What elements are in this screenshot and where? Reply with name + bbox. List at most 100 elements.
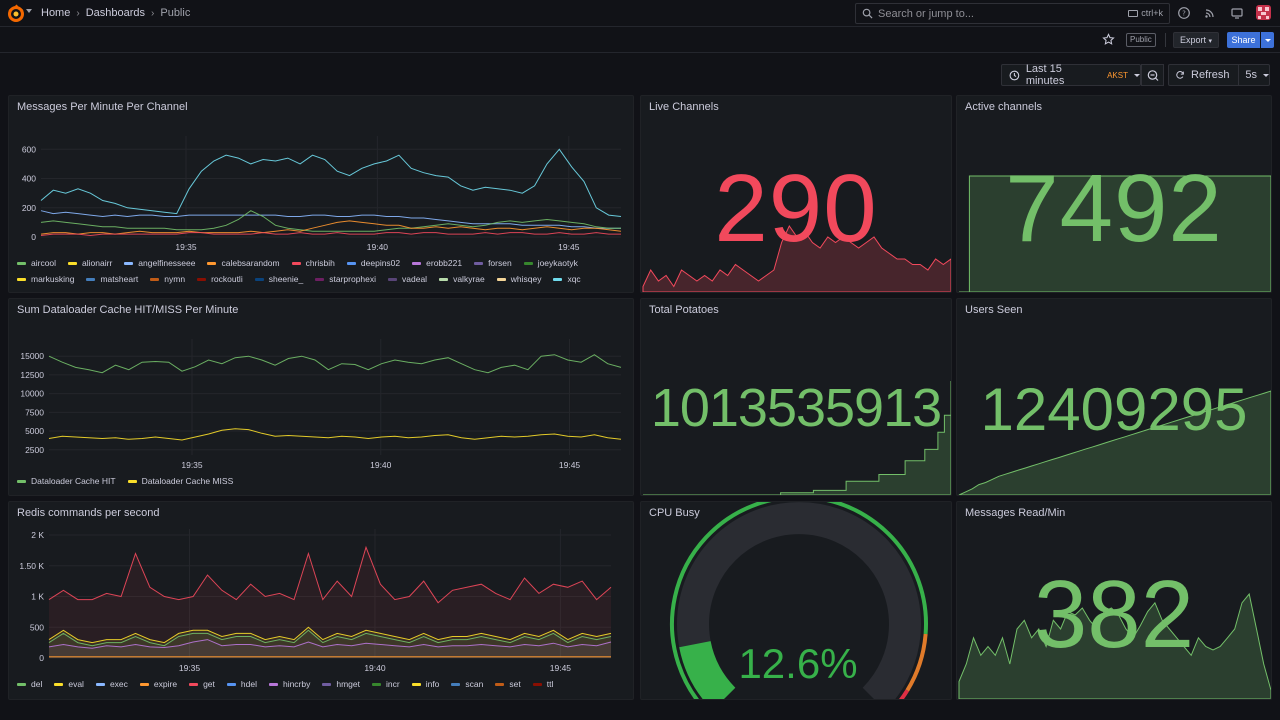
legend-label: del	[31, 679, 43, 689]
legend-item[interactable]: scan	[451, 679, 483, 689]
search-input[interactable]: Search or jump to... ctrl+k	[855, 3, 1170, 24]
refresh-interval[interactable]: 5s	[1245, 69, 1257, 81]
live-channels-sparkline	[642, 225, 951, 292]
legend-swatch	[86, 277, 96, 281]
legend-item[interactable]: starprophexi	[315, 274, 376, 284]
stat-value: 1013535913	[650, 378, 942, 438]
legend-item[interactable]: nymn	[150, 274, 185, 284]
panel-active-channels[interactable]: Active channels 7492	[956, 95, 1272, 293]
legend-item[interactable]: alionairr	[68, 258, 112, 268]
breadcrumb-dashboards[interactable]: Dashboards	[85, 7, 146, 19]
legend-item[interactable]: Dataloader Cache MISS	[127, 476, 233, 486]
time-range-picker[interactable]: Last 15 minutes AKST	[1001, 63, 1141, 87]
legend-label: deepins02	[360, 258, 401, 268]
legend-item[interactable]: angelfinesseee	[124, 258, 195, 268]
panel-messages-per-minute[interactable]: Messages Per Minute Per Channel 0 200 400 6…	[8, 95, 634, 293]
panel-messages-read[interactable]: Messages Read/Min 382	[956, 501, 1272, 700]
panel-cpu-busy[interactable]: CPU Busy 12.6%	[640, 501, 952, 700]
legend-item[interactable]: rockoutli	[197, 274, 243, 284]
grafana-logo-icon[interactable]	[6, 4, 26, 24]
legend-item[interactable]: aircool	[17, 258, 56, 268]
legend-swatch	[496, 277, 506, 281]
legend-swatch	[226, 682, 236, 686]
star-icon[interactable]	[1102, 33, 1115, 46]
y-tick-label: 0	[31, 232, 36, 242]
panel-title: Users Seen	[965, 304, 1023, 316]
legend-swatch	[17, 682, 26, 686]
series-area	[49, 639, 611, 658]
y-tick-label: 200	[22, 203, 36, 213]
help-icon[interactable]: ?	[1177, 6, 1191, 20]
legend-item[interactable]: erobb221	[412, 258, 462, 268]
legend-item[interactable]: calebsarandom	[207, 258, 280, 268]
legend-label: alionairr	[82, 258, 113, 268]
legend-item[interactable]: hmget	[322, 679, 360, 689]
refresh-button[interactable]: Refresh 5s	[1168, 64, 1270, 86]
legend-swatch	[315, 277, 325, 281]
legend-item[interactable]: matsheart	[86, 274, 138, 284]
legend-item[interactable]: chrisbih	[291, 258, 335, 268]
tv-mode-icon[interactable]	[1230, 6, 1244, 20]
user-avatar[interactable]	[1256, 5, 1271, 20]
panel-dataloader-cache[interactable]: Sum Dataloader Cache HIT/MISS Per Minute…	[8, 298, 634, 496]
y-tick-label: 2500	[25, 445, 44, 455]
legend-item[interactable]: sheenie_	[254, 274, 303, 284]
legend-item[interactable]: deepins02	[346, 258, 401, 268]
legend-label: expire	[153, 679, 178, 689]
legend-item[interactable]: joeykaotyk	[523, 258, 578, 268]
legend-label: get	[203, 679, 215, 689]
share-button[interactable]: Share	[1227, 32, 1260, 48]
legend-label: hincrby	[282, 679, 311, 689]
zoom-out-button[interactable]	[1141, 64, 1164, 86]
dataloader-chart[interactable]: 2500 5000 7500 10000 12500 15000 19:35 19:40 19:…	[9, 299, 634, 496]
legend-item[interactable]: exec	[95, 679, 128, 689]
sparkline-area	[959, 175, 1271, 292]
breadcrumb-current: Public	[160, 7, 191, 19]
legend-label: forsen	[488, 258, 512, 268]
legend-label: whisqey	[510, 274, 542, 284]
legend-item[interactable]: valkyrae	[439, 274, 485, 284]
legend-item[interactable]: info	[411, 679, 439, 689]
legend-item[interactable]: markusking	[17, 274, 74, 284]
export-button[interactable]: Export ▾	[1173, 32, 1220, 48]
shortcut-text: ctrl+k	[1141, 8, 1163, 18]
series-line	[48, 428, 622, 441]
messages-per-minute-chart[interactable]: 0 200 400 600 19:35 19:40 19:45	[9, 96, 634, 293]
share-dropdown-button[interactable]	[1261, 32, 1274, 48]
y-tick-label: 15000	[20, 351, 44, 361]
x-tick-label: 19:40	[367, 242, 389, 252]
legend-item[interactable]: hincrby	[268, 679, 311, 689]
legend-item[interactable]: xqc	[553, 274, 581, 284]
legend-item[interactable]: hdel	[226, 679, 257, 689]
legend-swatch	[54, 682, 64, 686]
legend-item[interactable]: ttl	[532, 679, 553, 689]
mega-menu-caret-icon[interactable]	[26, 9, 32, 13]
panel-live-channels[interactable]: Live Channels 290	[640, 95, 952, 293]
keyboard-icon	[1128, 9, 1139, 17]
legend-item[interactable]: get	[189, 679, 215, 689]
x-tick-label: 19:35	[181, 460, 203, 470]
legend-item[interactable]: ynihb	[17, 290, 51, 292]
legend-item[interactable]: set	[495, 679, 521, 689]
panel-redis-commands[interactable]: Redis commands per second 0 500 1 K 1.50 K 2…	[8, 501, 634, 700]
breadcrumb-home[interactable]: Home	[41, 7, 71, 19]
chart-legend: aircool alionairr angelfinesseee calebsaran…	[17, 258, 627, 292]
legend-swatch	[17, 479, 26, 483]
legend-item[interactable]: Dataloader Cache HIT	[17, 476, 116, 486]
legend-swatch	[68, 261, 78, 265]
legend-item[interactable]: eval	[54, 679, 84, 689]
legend-item[interactable]: expire	[139, 679, 178, 689]
legend-item[interactable]: forsen	[474, 258, 512, 268]
legend-swatch	[474, 261, 484, 265]
sparkline-area	[642, 225, 951, 292]
x-tick-label: 19:35	[175, 242, 197, 252]
panel-users-seen[interactable]: Users Seen 12409295	[956, 298, 1272, 496]
redis-commands-chart[interactable]: 0 500 1 K 1.50 K 2 K 19:35 19:40 19:45	[9, 502, 634, 700]
rss-icon[interactable]	[1203, 6, 1217, 20]
legend-item[interactable]: del	[17, 679, 42, 689]
legend-item[interactable]: whisqey	[496, 274, 542, 284]
legend-item[interactable]: incr	[372, 679, 400, 689]
legend-item[interactable]: vadeal	[388, 274, 427, 284]
panel-total-potatoes[interactable]: Total Potatoes 1013535913	[640, 298, 952, 496]
export-label: Export	[1180, 35, 1207, 45]
